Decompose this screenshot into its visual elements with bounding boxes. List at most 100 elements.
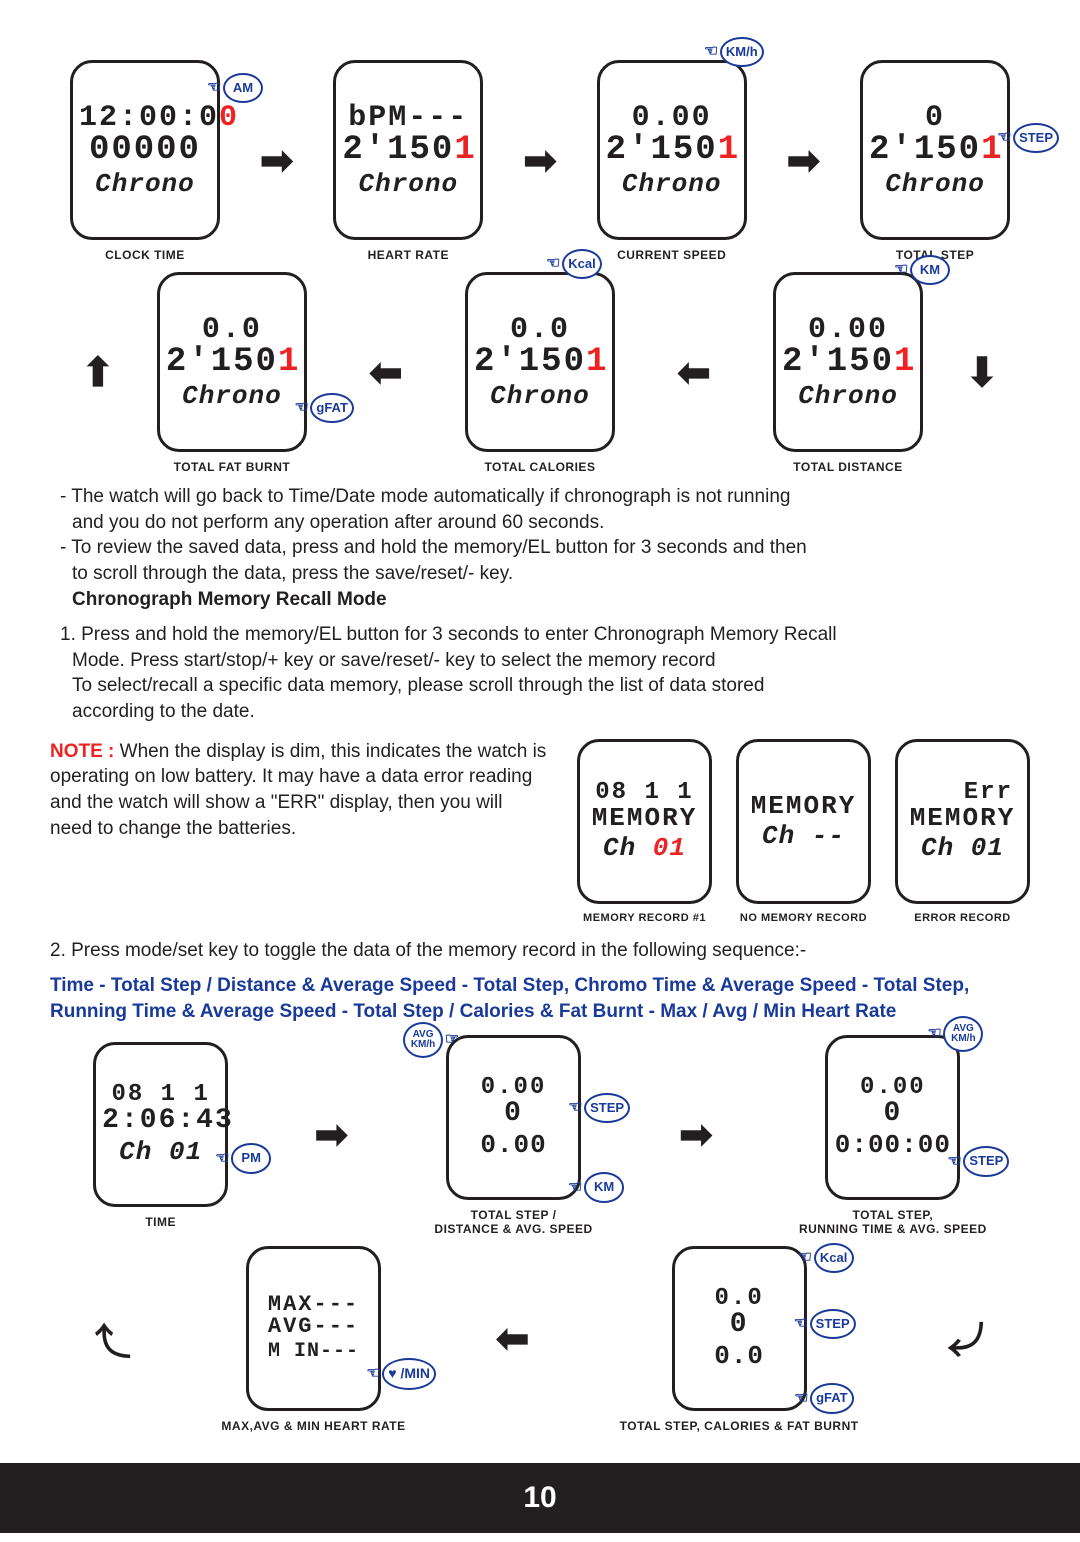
badge-step: ☜STEP <box>584 1093 630 1123</box>
arrow-right-icon <box>787 141 821 181</box>
badge-label: AVGKM/h <box>951 1023 975 1044</box>
arrow-right-icon <box>523 141 557 181</box>
lcd-text: 0 <box>455 1100 572 1128</box>
badge-label: gFAT <box>316 400 348 415</box>
hand-icon: ☜ <box>894 261 908 279</box>
caption: TIME <box>145 1215 176 1229</box>
hand-icon: ☞ <box>445 1032 459 1048</box>
arrow-left-icon <box>496 1319 530 1359</box>
memory-screens: 08 1 1 MEMORY Ch 01 MEMORY RECORD #1 MEM… <box>577 739 1030 924</box>
caption: TOTAL FAT BURNT <box>174 460 291 474</box>
caption: NO MEMORY RECORD <box>740 912 867 924</box>
caption: CURRENT SPEED <box>617 248 726 262</box>
lcd-text: 0 <box>681 1311 798 1339</box>
watch-cal: 0.0 2'1501 Chrono ☜Kcal <box>465 272 615 452</box>
arrow-right-icon <box>315 1115 349 1155</box>
badge-label: KM <box>920 262 940 277</box>
watch-speed: 0.00 2'1501 Chrono ☜KM/h <box>597 60 747 240</box>
lcd-text: Ch 01 <box>102 1139 219 1165</box>
badge-label: STEP <box>969 1153 1003 1168</box>
lcd-red: 1 <box>718 131 740 169</box>
manual-page: 12:00:00 00000 Chrono ☜AM CLOCK TIME bPM… <box>0 0 1080 1433</box>
screen-seq-time: 08 1 1 2:06:43 Ch 01 ☜PM TIME <box>93 1042 228 1229</box>
watch-seq-hr: MAX--- AVG--- M IN--- ☜♥ /MIN <box>246 1246 381 1411</box>
badge-kcal: ☜Kcal <box>814 1243 854 1273</box>
watch-seq-tsd: 0.00 0 0.00 ☞AVGKM/h ☜STEP ☜KM <box>446 1035 581 1200</box>
badge-label: KM/h <box>726 44 758 59</box>
caption: TOTAL STEP, CALORIES & FAT BURNT <box>620 1419 859 1433</box>
lcd-text: bPM--- <box>342 103 474 133</box>
text: according to the date. <box>72 701 255 722</box>
lcd-text: Chrono <box>606 171 738 197</box>
hand-icon: ☜ <box>568 1099 582 1117</box>
hand-icon: ☜ <box>947 1153 961 1171</box>
heading-memory-recall: Chronograph Memory Recall Mode <box>50 587 1030 613</box>
hand-icon: ☜ <box>207 79 221 97</box>
lcd-text: 0 <box>834 1100 951 1128</box>
hand-icon: ☜ <box>927 1026 941 1042</box>
caption: CLOCK TIME <box>105 248 185 262</box>
screen-memory-1: 08 1 1 MEMORY Ch 01 MEMORY RECORD #1 <box>577 739 712 924</box>
badge-pm: ☜PM <box>231 1143 271 1173</box>
watch-hr: bPM--- 2'1501 Chrono <box>333 60 483 240</box>
lcd-text: Chrono <box>869 171 1001 197</box>
lcd-text: 0:00:00 <box>834 1132 951 1158</box>
badge-am: ☜AM <box>223 73 263 103</box>
watch-mem3: Err MEMORY Ch 01 <box>895 739 1030 904</box>
badge-label: gFAT <box>816 1390 848 1405</box>
caption: MEMORY RECORD #1 <box>583 912 706 924</box>
lcd-text: Ch <box>603 833 653 863</box>
lcd-text: MEMORY <box>586 805 703 831</box>
lcd-text: Chrono <box>342 171 474 197</box>
lcd-text: MEMORY <box>904 805 1021 831</box>
text: 1. Press and hold the memory/EL button f… <box>60 624 837 645</box>
lcd-text: 0.0 <box>166 315 298 345</box>
arrow-up-icon <box>81 353 115 393</box>
caption: MAX,AVG & MIN HEART RATE <box>221 1419 405 1433</box>
lcd-text: 0.0 <box>474 315 606 345</box>
lcd-red: 1 <box>894 343 916 381</box>
hand-icon: ☜ <box>798 1249 812 1267</box>
hand-icon: ☜ <box>215 1150 229 1168</box>
lcd-red: 01 <box>653 833 686 863</box>
lcd-text: 2'150 <box>166 343 278 381</box>
lcd-text: 0.00 <box>455 1132 572 1158</box>
screen-memory-none: MEMORY Ch -- NO MEMORY RECORD <box>736 739 871 924</box>
lcd-text: M IN--- <box>255 1342 372 1362</box>
lcd-text: Chrono <box>79 171 211 197</box>
lcd-text: Chrono <box>166 383 298 409</box>
badge-label: STEP <box>590 1100 624 1115</box>
badge-label: AVGKM/h <box>411 1029 435 1050</box>
badge-fat: ☜gFAT <box>310 393 354 423</box>
badge-label: STEP <box>1019 130 1053 145</box>
badge-step: ☜STEP <box>963 1146 1009 1176</box>
arrow-down-connector <box>965 353 999 393</box>
caption: ERROR RECORD <box>914 912 1010 924</box>
watch-clock: 12:00:00 00000 Chrono ☜AM <box>70 60 220 240</box>
lcd-text: Err <box>904 781 1021 805</box>
text: To select/recall a specific data memory,… <box>72 675 764 696</box>
badge-label: Kcal <box>820 1250 847 1265</box>
lcd-text: 2'150 <box>342 131 454 169</box>
hand-icon: ☜ <box>997 129 1011 147</box>
lcd-text: 2'150 <box>782 343 894 381</box>
caption: HEART RATE <box>368 248 449 262</box>
note-and-memory-row: NOTE : When the display is dim, this ind… <box>50 739 1030 924</box>
lcd-text: 0.00 <box>834 1076 951 1100</box>
arrow-right-icon <box>260 141 294 181</box>
screen-total-fat: 0.0 2'1501 Chrono ☜gFAT TOTAL FAT BURNT <box>157 272 307 474</box>
badge-avgkmh: ☞AVGKM/h <box>403 1022 443 1058</box>
screen-clock-time: 12:00:00 00000 Chrono ☜AM CLOCK TIME <box>70 60 220 262</box>
caption: TOTAL DISTANCE <box>793 460 902 474</box>
lcd-text: Chrono <box>474 383 606 409</box>
hand-icon: ☜ <box>568 1179 582 1197</box>
watch-seq-tsr: 0.00 0 0:00:00 ☜AVGKM/h ☜STEP <box>825 1035 960 1200</box>
watch-fat: 0.0 2'1501 Chrono ☜gFAT <box>157 272 307 452</box>
chrono-cycle-row1: 12:00:00 00000 Chrono ☜AM CLOCK TIME bPM… <box>50 60 1030 262</box>
lcd-red: 1 <box>454 131 476 169</box>
screen-seq-tsd: 0.00 0 0.00 ☞AVGKM/h ☜STEP ☜KM TOTAL STE… <box>434 1035 592 1236</box>
lcd-red: 0 <box>219 101 239 135</box>
badge-km: ☜KM <box>910 255 950 285</box>
lcd-text: 12:00:0 <box>79 101 219 135</box>
lcd-text: 0.00 <box>455 1076 572 1100</box>
